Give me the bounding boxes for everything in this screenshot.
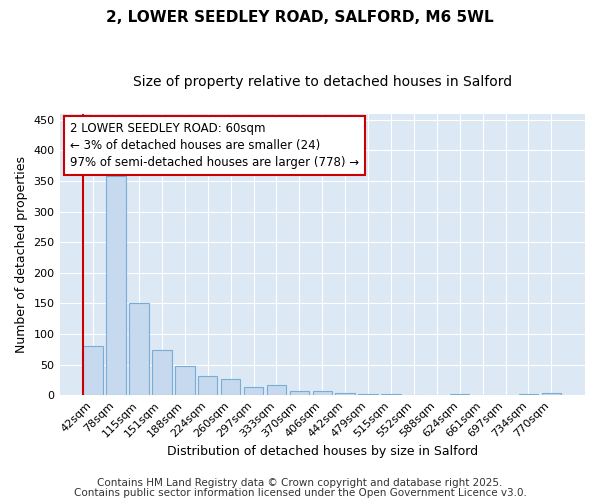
Text: Contains HM Land Registry data © Crown copyright and database right 2025.: Contains HM Land Registry data © Crown c… [97, 478, 503, 488]
X-axis label: Distribution of detached houses by size in Salford: Distribution of detached houses by size … [167, 444, 478, 458]
Bar [313, 391, 332, 395]
Bar [198, 376, 217, 395]
Bar [381, 394, 401, 395]
Bar [290, 392, 309, 395]
Title: Size of property relative to detached houses in Salford: Size of property relative to detached ho… [133, 75, 512, 89]
Bar [267, 386, 286, 395]
Bar [152, 350, 172, 395]
Y-axis label: Number of detached properties: Number of detached properties [15, 156, 28, 353]
Bar [244, 387, 263, 395]
Bar [221, 379, 241, 395]
Bar [106, 176, 126, 395]
Bar [450, 394, 469, 395]
Text: 2 LOWER SEEDLEY ROAD: 60sqm
← 3% of detached houses are smaller (24)
97% of semi: 2 LOWER SEEDLEY ROAD: 60sqm ← 3% of deta… [70, 122, 359, 169]
Bar [542, 392, 561, 395]
Bar [335, 392, 355, 395]
Bar [519, 394, 538, 395]
Text: 2, LOWER SEEDLEY ROAD, SALFORD, M6 5WL: 2, LOWER SEEDLEY ROAD, SALFORD, M6 5WL [106, 10, 494, 25]
Bar [83, 346, 103, 395]
Bar [175, 366, 194, 395]
Bar [129, 304, 149, 395]
Bar [358, 394, 378, 395]
Text: Contains public sector information licensed under the Open Government Licence v3: Contains public sector information licen… [74, 488, 526, 498]
